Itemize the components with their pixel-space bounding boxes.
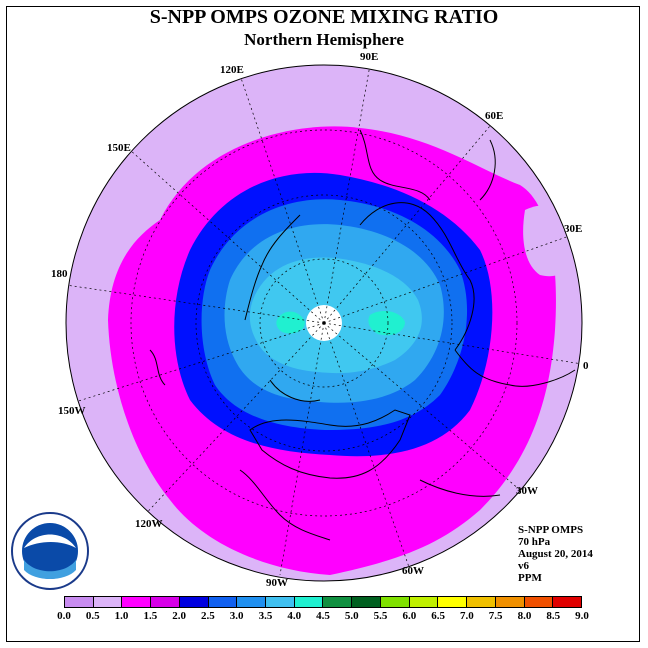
lon-label-120w: 120W — [135, 518, 163, 530]
lon-label-150e: 150E — [107, 142, 131, 154]
map-title: S-NPP OMPS OZONE MIXING RATIO — [149, 6, 499, 28]
lon-label-150w: 150W — [58, 405, 86, 417]
colorbar-tick-label: 7.5 — [488, 610, 503, 622]
colorbar-tick-label: 8.0 — [517, 610, 532, 622]
colorbar-segment — [467, 597, 496, 607]
colorbar-tick-label: 4.0 — [287, 610, 302, 622]
info-level: 70 hPa — [518, 536, 551, 548]
map-boundary — [65, 64, 583, 582]
info-units: PPM — [518, 572, 542, 584]
colorbar-segment — [352, 597, 381, 607]
colorbar-segment — [93, 597, 123, 607]
info-date: August 20, 2014 — [518, 548, 593, 560]
colorbar-tick-label: 0.0 — [57, 610, 71, 622]
noaa-bird-icon — [24, 534, 76, 548]
colorbar-tick-label: 9.0 — [575, 610, 589, 622]
lon-label-30e: 30E — [564, 223, 583, 235]
colorbar-tick-label: 2.5 — [201, 610, 215, 622]
figure-frame — [6, 6, 640, 642]
lon-label-0: 0 — [583, 360, 589, 372]
colorbar-segment — [553, 597, 581, 607]
lon-label-90e: 90E — [360, 51, 379, 63]
graticule — [66, 65, 582, 576]
colorbar-ticks: 0.0 0.5 1.0 1.5 2.0 2.5 3.0 3.5 4.0 4.5 5.0 5.5 6.0 6… — [50, 610, 596, 624]
colorbar-segment — [237, 597, 267, 607]
colorbar-tick-label: 8.5 — [546, 610, 561, 622]
lon-label-90w: 90W — [266, 577, 288, 589]
colorbar-segment — [122, 597, 152, 607]
colorbar-segment — [495, 597, 525, 607]
ozone-teal-patch-right — [368, 310, 405, 336]
colorbar-tick-label: 5.5 — [373, 610, 388, 622]
colorbar-segment — [323, 597, 353, 607]
colorbar-tick-label: 6.0 — [402, 610, 417, 622]
colorbar-tick-label: 5.0 — [344, 610, 359, 622]
lon-label-120e: 120E — [220, 64, 244, 76]
colorbar-tick-label: 4.5 — [316, 610, 330, 622]
colorbar-tick-label: 2.0 — [172, 610, 186, 622]
colorbar — [64, 596, 582, 608]
noaa-logo — [11, 512, 89, 590]
lon-label-30w: 30W — [516, 485, 538, 497]
colorbar-tick-label: 1.0 — [114, 610, 129, 622]
info-version: v6 — [518, 560, 529, 572]
colorbar-tick-label: 0.5 — [85, 610, 100, 622]
colorbar-segment — [208, 597, 238, 607]
colorbar-tick-label: 3.0 — [229, 610, 244, 622]
colorbar-tick-label: 6.5 — [431, 610, 445, 622]
colorbar-segment — [438, 597, 468, 607]
colorbar-segment — [380, 597, 410, 607]
colorbar-tick-label: 7.0 — [460, 610, 474, 622]
info-instrument: S-NPP OMPS — [518, 524, 584, 536]
colorbar-tick-label: 1.5 — [143, 610, 158, 622]
colorbar-segment — [294, 597, 324, 607]
colorbar-tick-label: 3.5 — [258, 610, 273, 622]
product-info: S-NPP OMPS 70 hPa August 20, 2014 v6 PPM — [518, 524, 593, 584]
noaa-wave-icon — [24, 560, 76, 579]
colorbar-segment — [179, 597, 209, 607]
colorbar-segment — [266, 597, 295, 607]
lon-label-60e: 60E — [485, 110, 504, 122]
noaa-logo-inner — [22, 523, 78, 579]
colorbar-segment — [409, 597, 439, 607]
lon-label-60w: 60W — [402, 565, 424, 577]
lon-label-180: 180 — [51, 268, 68, 280]
coastlines — [149, 129, 576, 541]
colorbar-segment — [151, 597, 180, 607]
colorbar-segment — [524, 597, 554, 607]
map-subtitle: Northern Hemisphere — [244, 30, 404, 49]
colorbar-segment — [65, 597, 94, 607]
